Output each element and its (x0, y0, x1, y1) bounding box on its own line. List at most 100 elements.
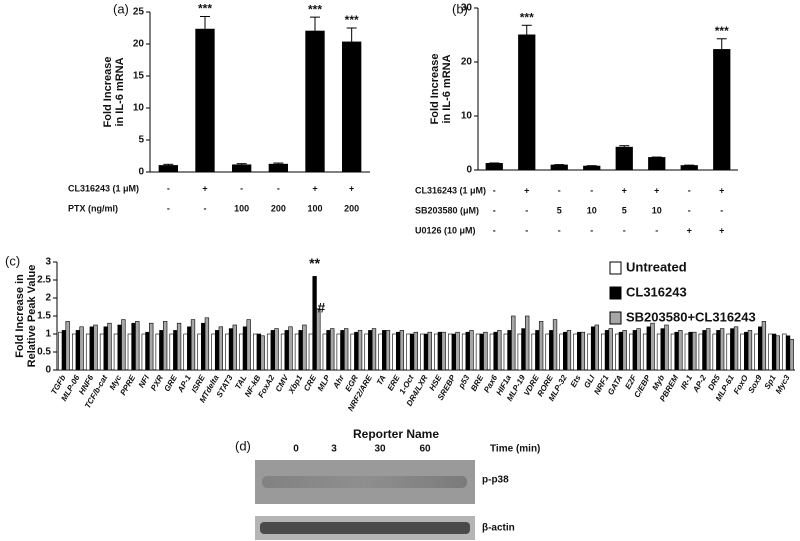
bar (117, 324, 122, 371)
significance: *** (715, 24, 729, 38)
bar (782, 333, 787, 371)
y-axis-label: Fold Increase (429, 54, 441, 125)
bar (475, 333, 481, 371)
bar (768, 333, 773, 371)
bar (608, 328, 613, 371)
bar (131, 322, 136, 371)
bar (145, 331, 150, 371)
condition-value: - (720, 205, 723, 215)
bar (632, 330, 638, 371)
bar (135, 321, 140, 371)
bar (692, 331, 697, 371)
bar (228, 328, 234, 371)
bar (497, 330, 502, 371)
bar (761, 321, 767, 371)
condition-value: - (167, 203, 170, 213)
bar (201, 322, 206, 371)
band-label: p-p38 (482, 475, 509, 486)
annotation: ** (309, 255, 320, 271)
x-tick-label: Sox9 (746, 373, 764, 395)
bar (552, 319, 558, 371)
bar (747, 330, 753, 371)
bar (340, 330, 345, 371)
condition-value: - (688, 185, 691, 195)
condition-value: - (277, 183, 280, 193)
condition-value: - (688, 205, 691, 215)
bar (326, 330, 331, 371)
bar (563, 331, 568, 371)
bar (660, 328, 665, 371)
y-tick-label: 10 (133, 103, 145, 114)
bar (713, 49, 731, 171)
bar (344, 328, 349, 371)
bar (113, 333, 119, 371)
bar (684, 333, 690, 371)
bar (489, 333, 495, 371)
condition-value: + (622, 185, 627, 195)
bar (99, 333, 105, 371)
bar (535, 330, 540, 371)
bar (354, 331, 359, 371)
bar (121, 319, 126, 371)
bar (173, 330, 178, 371)
bar (268, 163, 288, 173)
bar (330, 328, 335, 371)
bar (698, 333, 703, 371)
x-tick-label: MLP (316, 373, 333, 393)
bar (517, 333, 522, 371)
bar (754, 333, 759, 371)
bar (395, 331, 401, 371)
condition-value: + (719, 185, 724, 195)
x-tick-label: TA (375, 373, 388, 386)
bar (479, 333, 484, 371)
bar (288, 326, 293, 371)
bar (702, 330, 707, 371)
bar (413, 331, 418, 371)
y-axis-label: Relative Peak Value (26, 265, 38, 368)
bar (545, 333, 550, 371)
bar (507, 330, 512, 371)
bar (447, 333, 453, 371)
bar (350, 333, 355, 371)
x-tick-label: AP-2 (691, 373, 709, 395)
blot-panel: (d) 0 3 30 60 Time (min) p-p38 β-actin (235, 438, 540, 540)
y-tick-label: 0 (466, 165, 472, 176)
bar (162, 321, 168, 371)
y-tick-label: 0 (138, 167, 144, 178)
bar (573, 333, 578, 371)
bar (195, 28, 215, 173)
bar (284, 330, 289, 371)
bar (322, 333, 327, 371)
panel-label: (b) (452, 1, 468, 16)
condition-value: - (558, 225, 561, 235)
bar (758, 326, 763, 371)
bar (744, 331, 749, 371)
bar (615, 146, 633, 171)
bar (342, 41, 362, 173)
bar (107, 322, 112, 371)
condition-label: CL316243 (1 μM) (415, 185, 486, 195)
bar (656, 333, 662, 371)
condition-value: 5 (557, 205, 562, 215)
bar (336, 333, 341, 371)
bar (437, 331, 443, 371)
bar (371, 328, 377, 371)
bar (85, 333, 91, 371)
annotation: # (317, 300, 325, 316)
bar (740, 333, 745, 371)
bar (61, 330, 67, 371)
bar (103, 326, 108, 371)
bar (218, 326, 224, 371)
bar (503, 333, 508, 371)
bar (451, 333, 457, 371)
x-tick-label: Xbp1 (286, 373, 304, 396)
bar (615, 333, 620, 371)
condition-label: CL316243 (1 μM) (68, 183, 139, 193)
bar (79, 326, 84, 371)
bar (622, 330, 627, 371)
bar (785, 335, 791, 371)
band-label: β-actin (482, 523, 515, 534)
bar (232, 164, 252, 173)
bar (190, 319, 196, 371)
condition-value: - (525, 225, 528, 235)
